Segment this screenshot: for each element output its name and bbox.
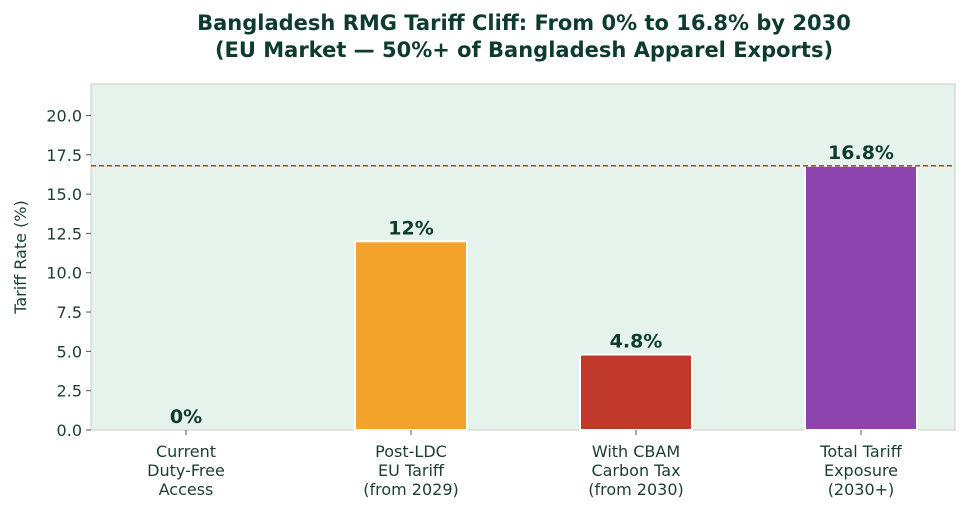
y-tick-label: 12.5 xyxy=(46,224,82,243)
data-label-3: 16.8% xyxy=(828,142,894,164)
y-tick-label: 17.5 xyxy=(46,146,82,165)
x-tick-label: EU Tariff xyxy=(378,461,445,480)
y-tick-label: 10.0 xyxy=(46,264,82,283)
x-tick-label: Total Tariff xyxy=(819,442,902,461)
x-tick-label: Post-LDC xyxy=(375,442,447,461)
y-tick-label: 20.0 xyxy=(46,106,82,125)
data-label-2: 4.8% xyxy=(610,331,663,353)
data-label-0: 0% xyxy=(170,406,202,428)
x-tick-label: Current xyxy=(156,442,216,461)
chart-title-line-2: (EU Market — 50%+ of Bangladesh Apparel … xyxy=(215,38,833,62)
x-tick-label: (from 2030) xyxy=(588,480,684,499)
x-tick-label: Carbon Tax xyxy=(591,461,680,480)
y-tick-label: 2.5 xyxy=(57,382,82,401)
y-tick-label: 5.0 xyxy=(57,342,82,361)
x-tick-label: Exposure xyxy=(824,461,898,480)
x-tick-label: (from 2029) xyxy=(363,480,459,499)
x-tick-label: With CBAM xyxy=(592,442,680,461)
bar-2 xyxy=(579,353,693,431)
x-tick-label: Duty-Free xyxy=(147,461,225,480)
chart-title-line-1: Bangladesh RMG Tariff Cliff: From 0% to … xyxy=(197,11,851,35)
bar-3 xyxy=(804,164,918,431)
x-tick-label: (2030+) xyxy=(828,480,895,499)
y-tick-label: 15.0 xyxy=(46,185,82,204)
y-tick-label: 7.5 xyxy=(57,303,82,322)
bar-1 xyxy=(354,240,468,431)
y-axis-label: Tariff Rate (%) xyxy=(11,200,30,315)
x-tick-label: Access xyxy=(159,480,214,499)
data-label-1: 12% xyxy=(388,217,433,239)
y-tick-label: 0.0 xyxy=(57,421,82,440)
